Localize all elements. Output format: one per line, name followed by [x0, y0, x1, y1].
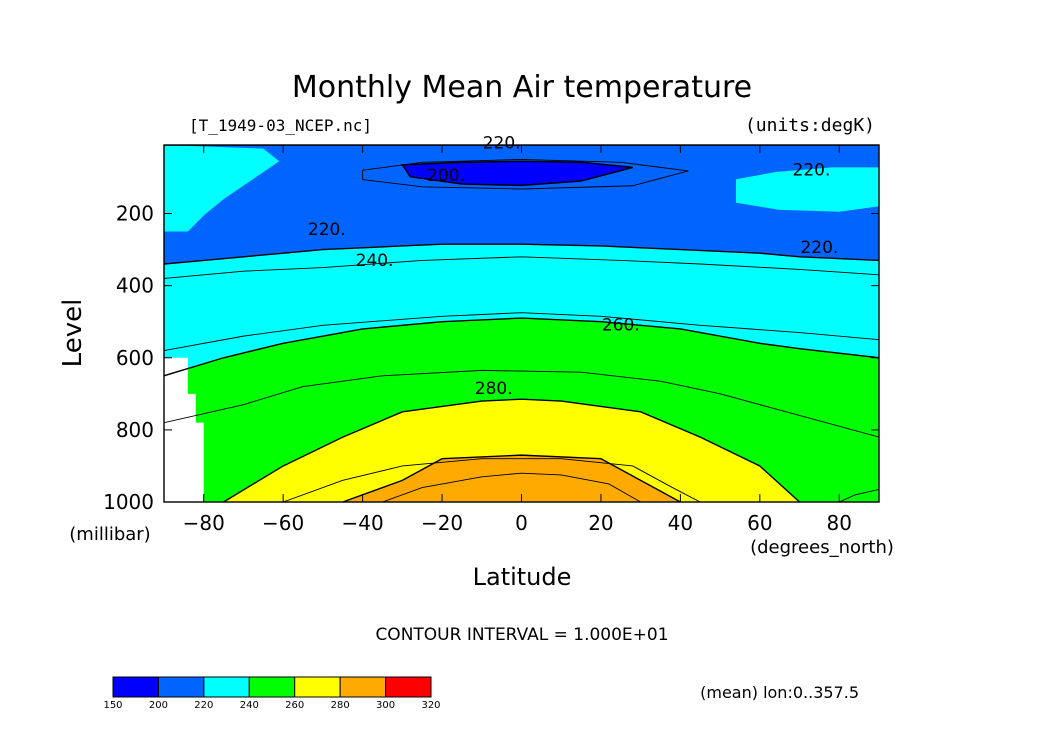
x-unit-label: (degrees_north): [750, 537, 894, 558]
contour-label-3: 220.: [793, 161, 831, 181]
cold-core-region: [400, 160, 633, 187]
colorbar-label-8: 320: [421, 700, 440, 711]
x-tick-label-4: −20: [421, 511, 463, 535]
contour-interval-text: CONTOUR INTERVAL = 1.000E+01: [375, 625, 668, 645]
upper-right-cyan-region: [736, 167, 879, 212]
contour-line-major-3: [164, 317, 879, 377]
contour-line-minor-6: [382, 472, 641, 502]
colorbar-label-7: 300: [376, 700, 395, 711]
contour-label-5: 240.: [356, 251, 394, 271]
x-tick-label-6: 20: [588, 511, 613, 535]
contour-line-minor-5: [283, 458, 701, 502]
contour-line-major-2: [164, 243, 879, 265]
colorbar-segment-6: [339, 676, 387, 698]
contour-region-4: [223, 399, 800, 502]
contour-label-layer: 220. 200. 220. 220. 240. 220. 260. 280.: [308, 134, 838, 399]
y-tick-label-3: 600: [116, 346, 154, 370]
colorbar-segment-2: [157, 676, 205, 698]
x-tick-label-1: −80: [183, 511, 225, 535]
contour-label-8: 280.: [475, 379, 513, 399]
plot-fill-layer: [164, 145, 879, 502]
colorbar-label-3: 220: [194, 700, 213, 711]
units-label: (units:degK): [745, 115, 875, 136]
contour-line-minor-7: [839, 488, 879, 502]
colorbar-label-4: 240: [240, 700, 259, 711]
file-label: [T_1949-03_NCEP.nc]: [189, 116, 372, 135]
y-axis-label: Level: [58, 299, 88, 368]
y-unit-label: (millibar): [69, 524, 150, 545]
colorbar-segment-4: [248, 676, 296, 698]
axis-layer: −80 −60 −40 −20 0 20 40 60 80 1000 800 600 400 200: [103, 144, 880, 535]
x-tick-label-2: −60: [262, 511, 304, 535]
contour-line-major-4: [223, 398, 801, 502]
contour-line-minor-1: [362, 158, 689, 190]
y-tick-label-1: 1000: [103, 490, 154, 514]
mean-note: (mean) lon:0..357.5: [700, 683, 859, 702]
upper-left-cyan-region: [164, 145, 280, 232]
colorbar-segment-5: [294, 676, 341, 698]
contour-line-minor-3: [164, 312, 879, 351]
contour-region-2: [164, 244, 879, 376]
x-axis-label: Latitude: [473, 563, 572, 591]
contour-region-5: [342, 455, 681, 502]
plot-line-layer: [164, 145, 879, 502]
x-tick-label-9: 80: [827, 511, 852, 535]
y-tick-label-5: 200: [116, 202, 154, 226]
x-tick-label-7: 40: [668, 511, 693, 535]
contour-label-2: 200.: [427, 166, 465, 186]
contour-region-3: [164, 318, 879, 502]
y-tick-label-4: 400: [116, 274, 154, 298]
contour-line-major-5: [342, 454, 681, 502]
colorbar-segment-3: [203, 676, 250, 698]
contour-line-minor-2: [164, 256, 879, 279]
contour-label-1: 220.: [483, 134, 521, 154]
contour-region-1: [164, 145, 879, 264]
colorbar-segment-7: [385, 676, 432, 698]
contour-label-7: 260.: [602, 316, 640, 336]
contour-line-minor-4: [164, 369, 879, 438]
y-tick-label-2: 800: [116, 418, 154, 442]
colorbar: 150 200 220 240 260 280 300 320: [103, 676, 441, 711]
colorbar-label-5: 260: [285, 700, 304, 711]
x-tick-label-3: −40: [342, 511, 384, 535]
contour-label-4: 220.: [308, 220, 346, 240]
contour-label-6: 220.: [800, 238, 838, 258]
missing-data-notch: [164, 357, 204, 502]
colorbar-segment-1: [112, 676, 159, 698]
colorbar-label-6: 280: [331, 700, 350, 711]
colorbar-label-2: 200: [149, 700, 168, 711]
colorbar-label-1: 150: [103, 700, 122, 711]
chart-title: Monthly Mean Air temperature: [292, 70, 752, 105]
x-tick-label-5: 0: [515, 511, 528, 535]
x-tick-label-8: 60: [747, 511, 772, 535]
